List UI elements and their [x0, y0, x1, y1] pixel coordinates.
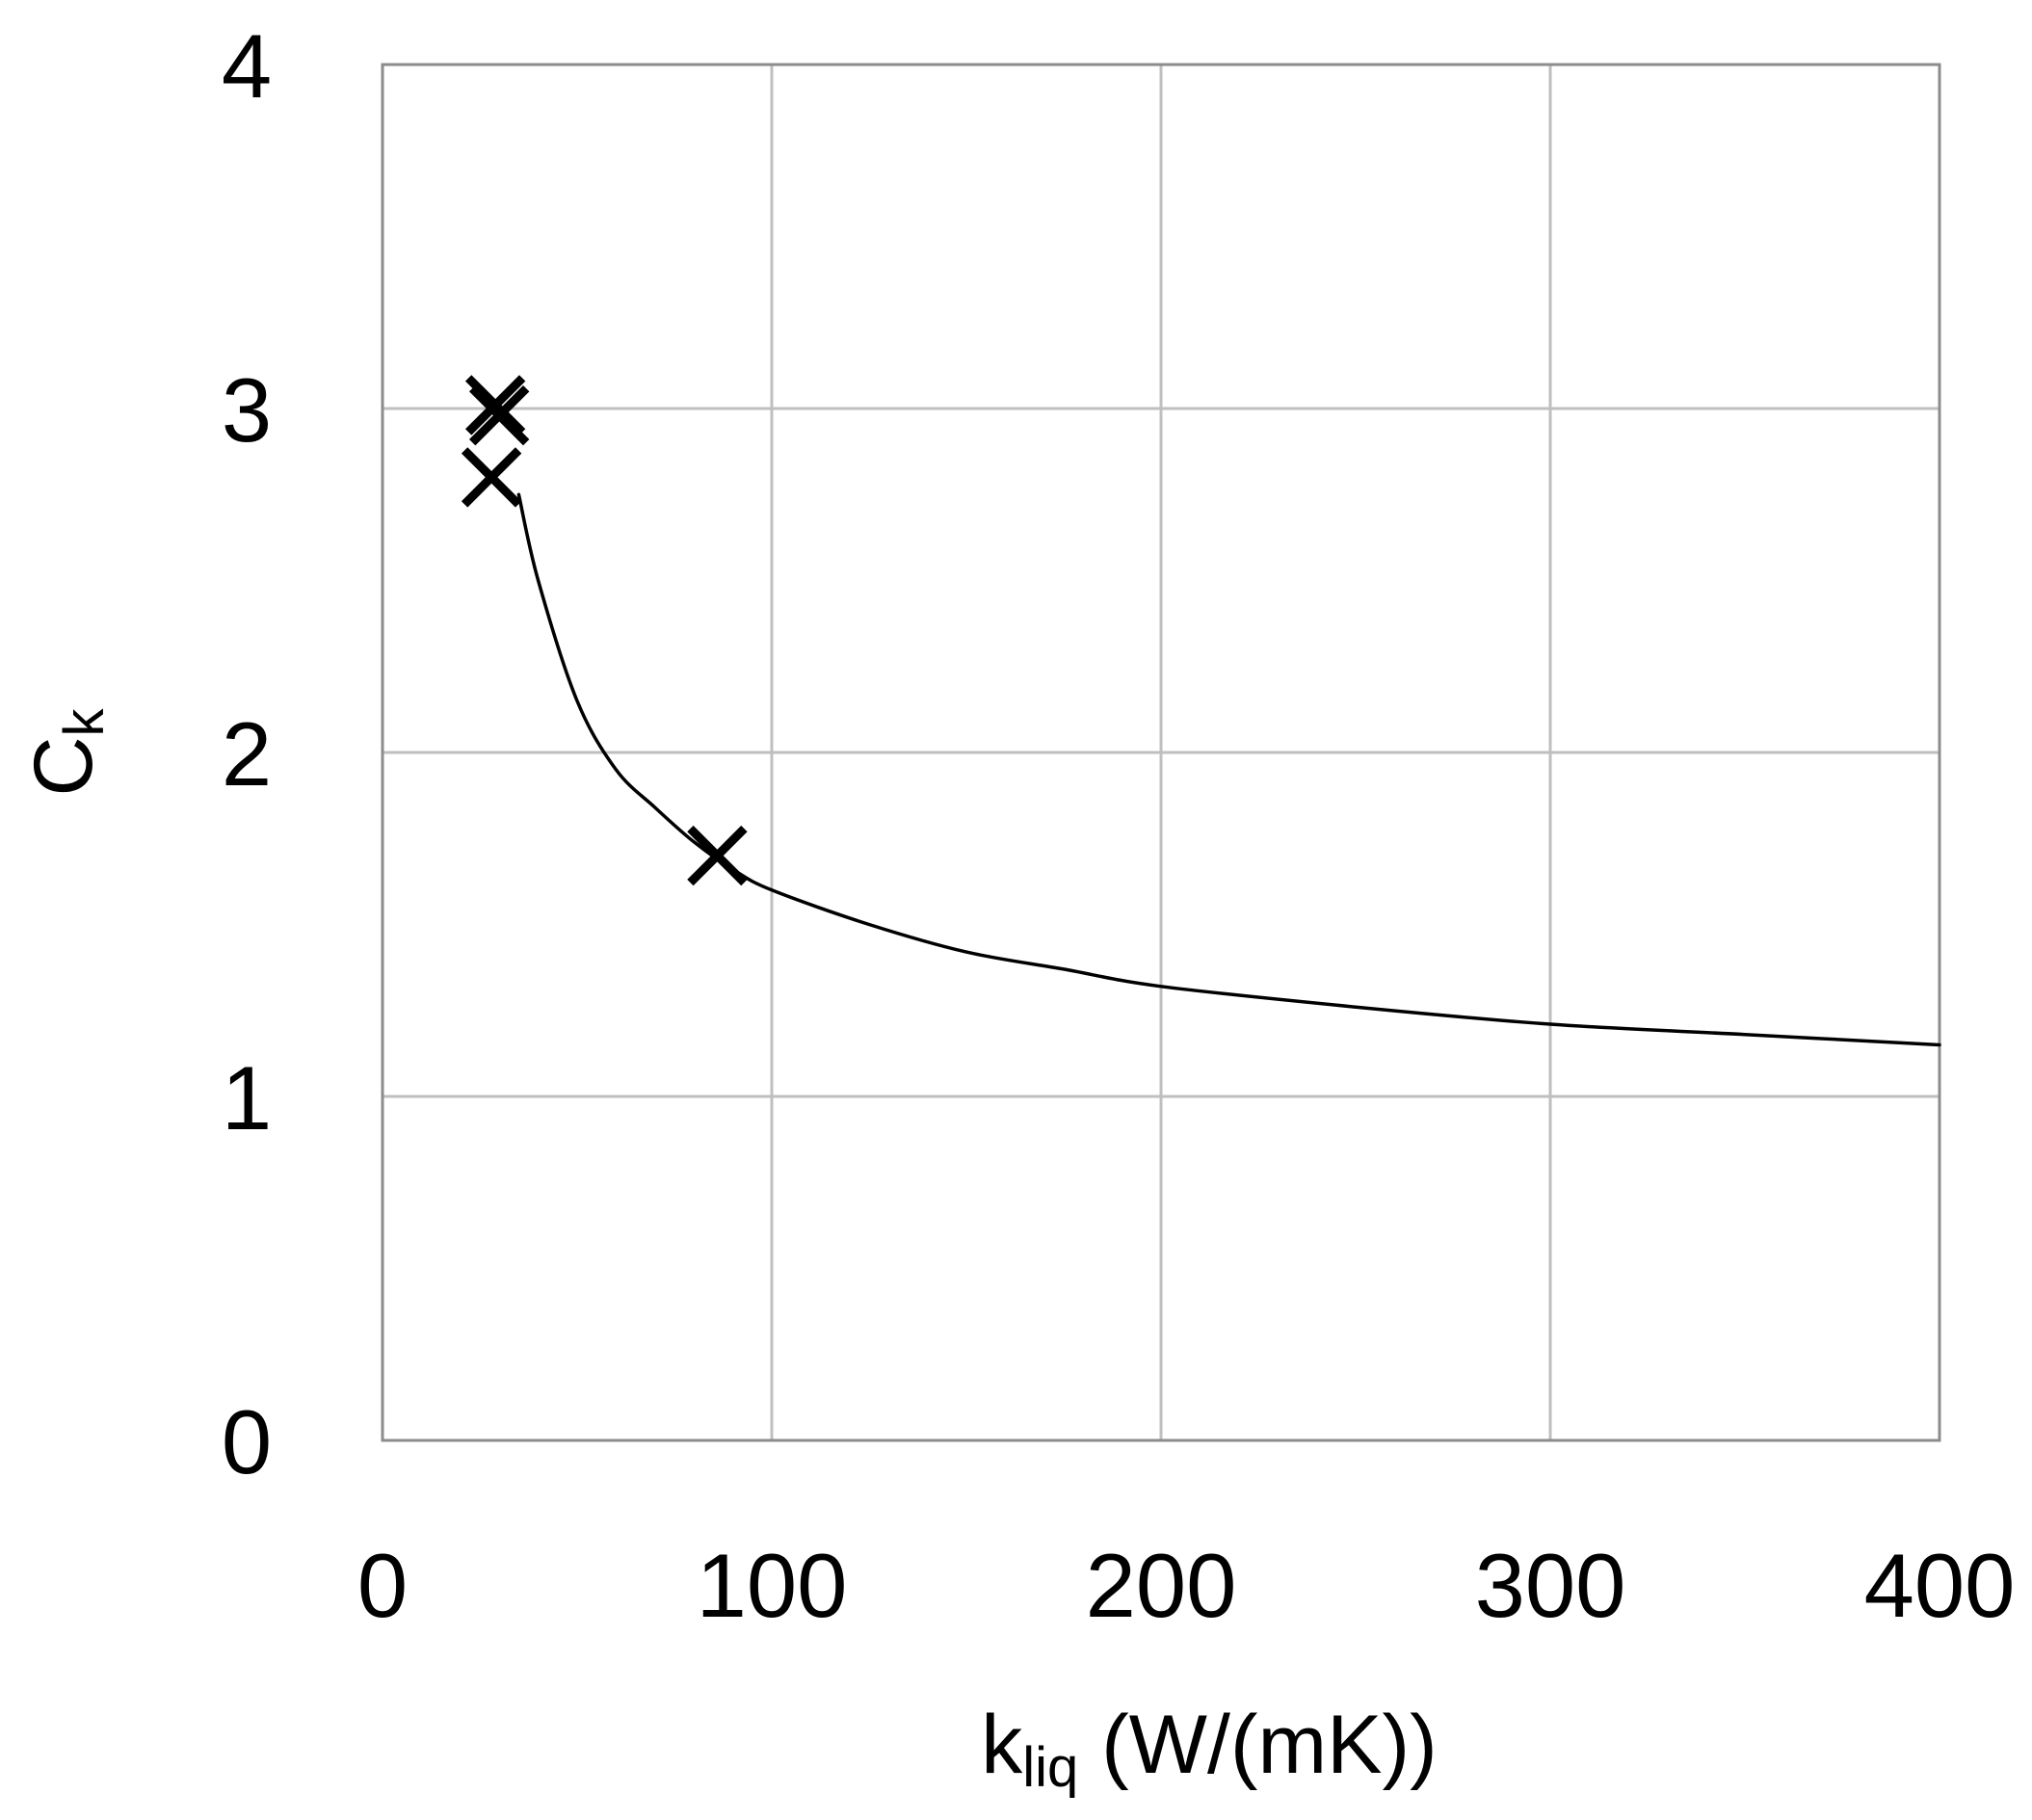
data-point-marker-1-stroke-b: [464, 375, 526, 435]
plot-frame: [381, 63, 1941, 1442]
fit-curve-line: [516, 492, 1941, 1047]
x-axis-title-subscript: liq: [1022, 1736, 1078, 1799]
x-axis-title-main: k: [981, 1699, 1023, 1791]
x-tick-label-300: 300: [1475, 1535, 1626, 1636]
marker-layer: [461, 375, 748, 886]
y-tick-label-3: 3: [222, 359, 272, 461]
y-axis-title: Ck: [17, 707, 116, 796]
data-point-marker-4-stroke-b: [687, 825, 748, 886]
y-tick-label-2: 2: [222, 703, 272, 804]
data-point-marker-2: [469, 384, 530, 446]
x-tick-label-0: 0: [357, 1535, 408, 1636]
grid-layer: [381, 63, 1941, 1442]
data-point-marker-4: [687, 825, 748, 886]
data-point-marker-2-stroke-b: [469, 384, 530, 446]
data-point-marker-3-stroke-b: [461, 447, 522, 508]
y-tick-label-1: 1: [222, 1047, 272, 1148]
data-point-marker-1: [464, 375, 526, 435]
x-axis-title: kliq (W/(mK)): [981, 1699, 1438, 1799]
y-tick-labels: 0 1 2 3 4: [222, 15, 272, 1492]
y-tick-label-0: 0: [222, 1391, 272, 1492]
x-tick-labels: 0 100 200 300 400: [357, 1535, 2016, 1636]
plot-area-border: [381, 63, 1941, 1442]
curve-layer: [516, 492, 1941, 1047]
x-tick-label-400: 400: [1864, 1535, 2016, 1636]
x-axis-title-rest: (W/(mK)): [1078, 1699, 1438, 1791]
y-axis-title-subscript: k: [53, 707, 116, 736]
y-axis-title-main: C: [17, 736, 110, 796]
y-tick-label-4: 4: [222, 15, 272, 117]
x-tick-label-200: 200: [1086, 1535, 1237, 1636]
data-point-marker-3: [461, 447, 522, 508]
x-tick-label-100: 100: [697, 1535, 848, 1636]
